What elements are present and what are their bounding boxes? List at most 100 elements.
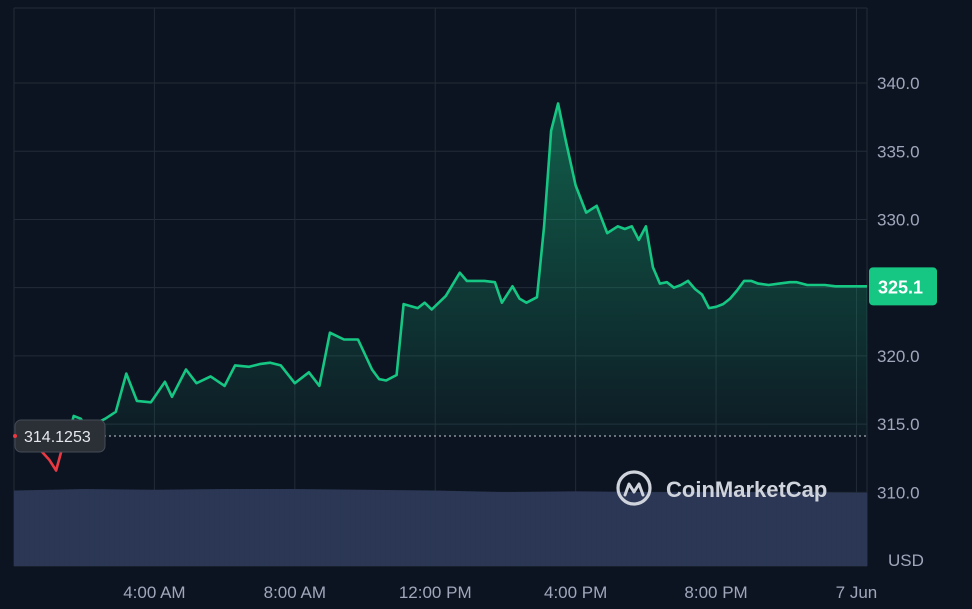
volume-bar: [515, 491, 522, 566]
volume-bar: [365, 489, 371, 566]
volume-bar: [756, 492, 763, 566]
volume-bar: [811, 492, 818, 566]
volume-bar: [274, 489, 281, 566]
volume-bar: [540, 491, 547, 566]
volume-bar: [846, 492, 853, 566]
volume-bars: [14, 489, 868, 566]
volume-bar: [490, 491, 497, 566]
volume-bar: [776, 492, 783, 566]
volume-bar: [79, 489, 85, 566]
volume-bar: [44, 489, 50, 566]
volume-bar: [169, 489, 175, 566]
volume-bar: [69, 489, 75, 566]
volume-bar: [841, 492, 848, 566]
volume-bar: [575, 491, 582, 566]
volume-bar: [59, 489, 65, 566]
volume-bar: [460, 491, 466, 566]
volume-bar: [535, 491, 542, 566]
volume-bar: [54, 489, 60, 566]
volume-bar: [214, 489, 221, 566]
volume-bar: [761, 492, 768, 566]
volume-bar: [49, 489, 55, 566]
volume-bar: [580, 491, 587, 566]
volume-bar: [375, 489, 381, 566]
volume-bar: [621, 491, 627, 566]
volume-bar: [651, 492, 657, 566]
volume-bar: [24, 490, 30, 566]
volume-bar: [631, 491, 637, 566]
volume-bar: [641, 492, 647, 566]
volume-bar: [736, 492, 742, 566]
volume-bar: [14, 490, 20, 566]
volume-bar: [791, 492, 798, 566]
volume-bar: [405, 490, 411, 566]
volume-bar: [420, 490, 426, 566]
volume-bar: [289, 489, 296, 566]
volume-bar: [485, 491, 492, 566]
volume-bar: [616, 491, 622, 566]
volume-bar: [500, 492, 507, 566]
volume-bar: [696, 492, 702, 566]
volume-bar: [385, 490, 391, 566]
volume-bar: [244, 489, 251, 566]
x-tick-label: 4:00 PM: [544, 583, 607, 602]
volume-bar: [596, 491, 602, 566]
volume-bar: [159, 489, 165, 566]
volume-bar: [395, 490, 401, 566]
volume-bar: [229, 489, 236, 566]
volume-bar: [129, 489, 135, 566]
volume-bar: [249, 489, 256, 566]
volume-bar: [380, 489, 386, 566]
x-tick-label: 8:00 PM: [684, 583, 747, 602]
volume-bar: [199, 489, 206, 566]
volume-bar: [861, 492, 868, 566]
price-lines: [13, 102, 867, 472]
reference-price-badge: 314.1253: [13, 419, 106, 453]
volume-bar: [234, 489, 241, 566]
volume-bar: [746, 492, 752, 566]
volume-bar: [856, 492, 863, 566]
volume-bar: [124, 489, 130, 566]
coinmarketcap-logo-icon: [616, 470, 652, 506]
volume-bar: [325, 489, 331, 566]
volume-bar: [681, 492, 687, 566]
volume-bar: [716, 492, 722, 566]
currency-label: USD: [888, 551, 924, 570]
volume-bar: [264, 489, 271, 566]
volume-bar: [470, 491, 477, 566]
volume-bar: [701, 492, 707, 566]
volume-bar: [360, 489, 366, 566]
volume-bar: [154, 489, 160, 566]
volume-bar: [555, 491, 562, 566]
volume-bar: [149, 489, 155, 566]
volume-bar: [711, 492, 717, 566]
y-tick-label: 315.0: [877, 415, 920, 434]
volume-bar: [19, 490, 25, 566]
volume-bar: [189, 489, 196, 566]
volume-bar: [586, 491, 592, 566]
volume-bar: [279, 489, 286, 566]
volume-bar: [671, 492, 677, 566]
x-tick-label: 12:00 PM: [399, 583, 472, 602]
volume-bar: [84, 489, 90, 566]
volume-bar: [505, 492, 512, 566]
volume-bar: [550, 491, 557, 566]
volume-bar: [164, 489, 170, 566]
volume-bar: [350, 489, 356, 566]
x-tick-label: 8:00 AM: [264, 583, 326, 602]
volume-bar: [400, 490, 406, 566]
volume-bar: [430, 490, 436, 566]
volume-bar: [480, 491, 487, 566]
volume-bar: [74, 489, 80, 566]
volume-bar: [425, 490, 431, 566]
volume-bar: [510, 491, 517, 566]
volume-bar: [646, 492, 652, 566]
volume-bar: [415, 490, 421, 566]
y-axis: 310.0 315.0 320.0 330.0 335.0 340.0: [877, 74, 920, 502]
y-tick-label: 310.0: [877, 483, 920, 502]
volume-bar: [219, 489, 226, 566]
volume-bar: [330, 489, 336, 566]
volume-bar: [465, 491, 472, 566]
volume-bar: [796, 492, 803, 566]
volume-bar: [591, 491, 597, 566]
